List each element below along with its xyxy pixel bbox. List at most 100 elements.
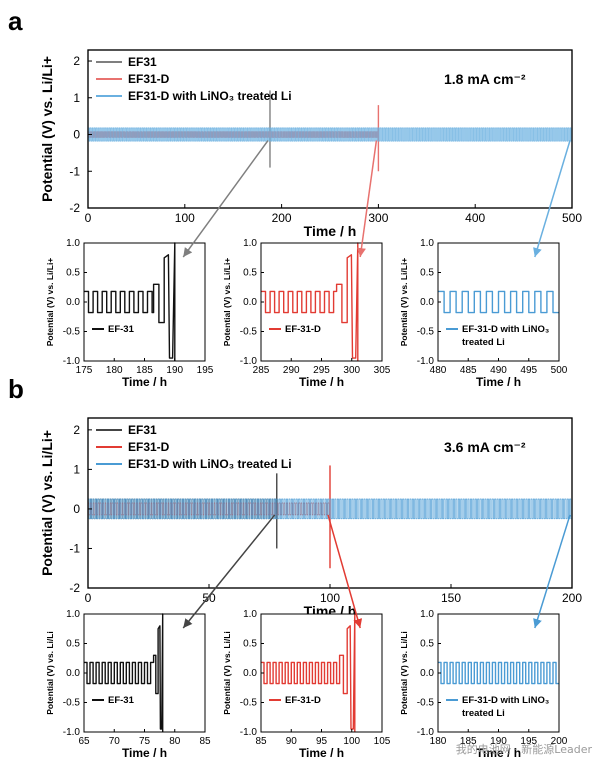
x-tick-label: 400: [465, 211, 485, 225]
y-tick-label: -1: [69, 541, 80, 555]
x-tick-label: 200: [272, 211, 292, 225]
x-tick-label: 200: [551, 736, 568, 747]
y-tick-label: -2: [69, 201, 80, 215]
inset-legend: EF-31: [92, 324, 135, 335]
x-axis-label: Time / h: [476, 746, 521, 760]
x-tick-label: 480: [430, 365, 447, 376]
x-axis-label: Time / h: [476, 375, 521, 389]
x-tick-label: 185: [136, 365, 153, 376]
y-tick-label: 0.0: [243, 297, 257, 308]
zoom-arrow: [533, 514, 571, 629]
current-density-annotation: 3.6 mA cm⁻²: [444, 439, 526, 455]
legend-entry: EF31-D: [128, 440, 170, 454]
y-tick-label: -0.5: [417, 698, 435, 709]
x-axis-label: Time / h: [122, 746, 167, 760]
x-axis-label: Time / h: [304, 223, 357, 239]
legend-entry: treated Li: [462, 337, 505, 348]
series-line: [88, 498, 572, 520]
x-tick-label: 85: [199, 736, 211, 747]
x-tick-label: 195: [520, 736, 537, 747]
series-line: [88, 127, 572, 142]
inset-3: 180 185 190 195 200 -1.0 -0.5 0.0 0.5 1.0 Time / h…: [399, 609, 568, 760]
zoom-arrow: [327, 514, 363, 629]
panel-b: b 0 50 100 150 200 -2 -1 0 1 2 Time / h Potential (V…: [8, 374, 582, 760]
y-tick-label: -1.0: [63, 727, 81, 738]
y-tick-label: -0.5: [63, 327, 81, 338]
x-axis-label: Time / h: [122, 375, 167, 389]
inset-line: [438, 661, 559, 685]
inset-line: [438, 290, 559, 314]
inset-2: 85 90 95 100 105 -1.0 -0.5 0.0 0.5 1.0 Time / h Pot…: [222, 609, 391, 760]
x-tick-label: 180: [430, 736, 447, 747]
y-tick-label: 0.5: [243, 639, 257, 650]
inset-1: 175 180 185 190 195 -1.0 -0.5 0.0 0.5 1.0 Time / h…: [45, 238, 214, 389]
x-axis-label: Time / h: [299, 375, 344, 389]
legend-entry: EF31-D: [128, 72, 170, 86]
x-tick-label: 285: [253, 365, 270, 376]
y-tick-label: 0.0: [66, 297, 80, 308]
y-tick-label: -0.5: [240, 327, 258, 338]
legend-entry: EF31: [128, 55, 157, 69]
x-tick-label: 50: [202, 591, 216, 605]
x-tick-label: 75: [139, 736, 151, 747]
x-tick-label: 85: [255, 736, 267, 747]
y-tick-label: 2: [73, 54, 80, 68]
x-tick-label: 80: [169, 736, 181, 747]
y-axis-label: Potential (V) vs. Li/Li+: [39, 430, 55, 576]
x-tick-label: 105: [374, 736, 391, 747]
y-tick-label: -1.0: [63, 356, 81, 367]
x-tick-label: 70: [109, 736, 121, 747]
y-tick-label: 1.0: [66, 238, 80, 249]
inset-line: [261, 242, 359, 361]
inset-frame: [83, 242, 206, 362]
x-tick-label: 100: [320, 591, 340, 605]
y-tick-label: 0: [73, 502, 80, 516]
inset-legend: EF-31: [92, 695, 135, 706]
y-tick-label: 0.5: [420, 268, 434, 279]
zoom-arrow: [182, 140, 269, 258]
y-tick-label: -0.5: [240, 698, 258, 709]
inset-legend: EF-31-D with LiNO₃ treated Li: [446, 324, 549, 348]
zoom-arrow: [182, 514, 276, 629]
legend-entry: treated Li: [462, 708, 505, 719]
y-tick-label: 0.5: [420, 639, 434, 650]
panel-label: b: [8, 374, 24, 404]
x-tick-label: 500: [551, 365, 568, 376]
main-chart: 0 100 200 300 400 500 -2 -1 0 1 2 Time / h Potential…: [39, 49, 582, 239]
y-tick-label: 0: [73, 128, 80, 142]
inset-1: 65 70 75 80 85 -1.0 -0.5 0.0 0.5 1.0 Time / h Poten…: [45, 609, 211, 760]
legend-entry: EF-31-D with LiNO₃: [462, 324, 549, 335]
y-axis-label: Potential (V) vs. Li/Li+: [45, 258, 55, 347]
y-tick-label: 1.0: [420, 238, 434, 249]
legend-entry: EF-31-D with LiNO₃: [462, 695, 549, 706]
x-tick-label: 95: [316, 736, 328, 747]
x-tick-label: 190: [166, 365, 183, 376]
y-tick-label: 1.0: [420, 609, 434, 620]
x-tick-label: 290: [283, 365, 300, 376]
y-axis-label: Potential (V) vs. Li/Li+: [39, 56, 55, 202]
x-tick-label: 185: [460, 736, 477, 747]
legend: EF31 EF31-D EF31-D with LiNO₃ treated Li: [96, 55, 292, 103]
zoom-arrow: [357, 140, 378, 258]
inset-legend: EF-31-D with LiNO₃ treated Li: [446, 695, 549, 719]
y-tick-label: -1.0: [417, 356, 435, 367]
x-tick-label: 180: [106, 365, 123, 376]
y-tick-label: 0.0: [420, 297, 434, 308]
x-tick-label: 65: [78, 736, 90, 747]
y-tick-label: 1: [73, 462, 80, 476]
inset-legend: EF-31-D: [269, 695, 321, 706]
y-axis-label: Potential (V) vs. Li/Li+: [399, 258, 409, 347]
y-tick-label: 0.0: [420, 668, 434, 679]
series-3: [88, 498, 572, 520]
x-tick-label: 0: [85, 211, 92, 225]
x-tick-label: 90: [286, 736, 298, 747]
legend: EF31 EF31-D EF31-D with LiNO₃ treated Li: [96, 423, 292, 471]
x-tick-label: 300: [368, 211, 388, 225]
y-tick-label: 1: [73, 91, 80, 105]
y-axis-label: Potential (V) vs. Li/Li: [45, 631, 55, 715]
x-tick-label: 100: [343, 736, 360, 747]
legend-entry: EF31-D with LiNO₃ treated Li: [128, 457, 292, 471]
inset-line: [261, 613, 356, 732]
y-tick-label: -1.0: [417, 727, 435, 738]
